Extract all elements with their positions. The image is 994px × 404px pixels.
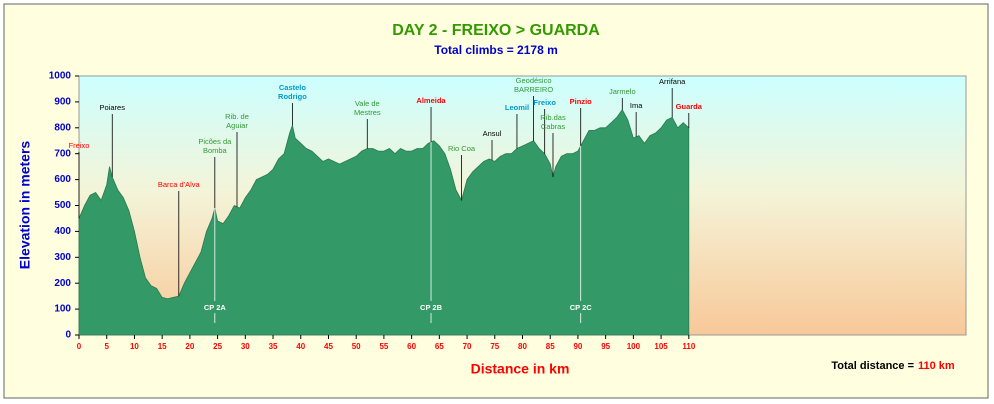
annotation-label: Picões da — [198, 137, 232, 146]
y-tick-label: 700 — [54, 148, 71, 159]
elevation-area — [78, 108, 690, 336]
x-tick-label: 60 — [407, 342, 416, 351]
x-tick-label: 80 — [518, 342, 527, 351]
annotation-label: Jarmelo — [609, 87, 636, 96]
annotation-label: Castelo — [279, 83, 307, 92]
annotation-label: Rodrigo — [278, 92, 307, 101]
x-tick-label: 70 — [463, 342, 472, 351]
annotation-label: Mestres — [354, 108, 381, 117]
annotation-label: Pinzio — [570, 97, 593, 106]
x-tick-label: 5 — [104, 342, 109, 351]
annotation-label: Rib.das — [540, 113, 566, 122]
annotation-label: Poiares — [100, 103, 126, 112]
checkpoint-label: CP 2B — [420, 303, 443, 312]
x-tick-label: 110 — [682, 342, 695, 351]
annotation-label: Barca d'Alva — [158, 180, 201, 189]
annotation-label: Cabras — [541, 122, 565, 131]
annotation-label: BARREIRO — [514, 85, 553, 94]
annotation-label: Guarda — [676, 102, 703, 111]
annotation-label: Leomil — [505, 103, 529, 112]
checkpoint-label: CP 2C — [570, 303, 593, 312]
x-axis-label: Distance in km — [471, 361, 570, 377]
y-tick-label: 800 — [54, 122, 71, 133]
annotation-label: Ansul — [483, 129, 502, 138]
annotation-label: Freixo — [69, 141, 90, 150]
y-tick-label: 300 — [54, 252, 71, 263]
x-tick-label: 20 — [185, 342, 194, 351]
annotation-label: Bomba — [203, 146, 228, 155]
annotation-label: Rio Coa — [448, 144, 476, 153]
annotation-label: Aguiar — [226, 121, 248, 130]
y-tick-label: 1000 — [49, 71, 72, 82]
x-tick-label: 85 — [546, 342, 555, 351]
annotation-label: Rib. de — [225, 112, 249, 121]
x-tick-label: 0 — [77, 342, 82, 351]
x-tick-label: 95 — [601, 342, 610, 351]
y-tick-label: 900 — [54, 97, 71, 108]
y-tick-label: 100 — [54, 304, 71, 315]
y-tick-label: 200 — [54, 278, 71, 289]
x-tick-label: 55 — [379, 342, 388, 351]
subtitle: Total climbs = 2178 m — [434, 43, 558, 57]
x-tick-label: 40 — [296, 342, 305, 351]
y-tick-label: 400 — [54, 226, 71, 237]
x-tick-label: 50 — [352, 342, 361, 351]
x-tick-label: 105 — [654, 342, 668, 351]
y-axis-label: Elevation in meters — [17, 141, 33, 270]
x-tick-label: 90 — [573, 342, 582, 351]
total-distance-value: 110 km — [918, 360, 955, 372]
x-tick-label: 25 — [213, 342, 222, 351]
annotation-label: Almeida — [416, 96, 446, 105]
y-tick-label: 0 — [65, 330, 71, 341]
chart-title: DAY 2 - FREIXO > GUARDA — [392, 22, 600, 39]
annotation-label: Arrifana — [659, 77, 686, 86]
x-tick-label: 15 — [158, 342, 167, 351]
x-tick-label: 35 — [269, 342, 278, 351]
x-tick-label: 100 — [627, 342, 641, 351]
x-tick-label: 65 — [435, 342, 444, 351]
annotation-label: Geodésico — [516, 76, 552, 85]
annotation-label: Freixo — [533, 98, 556, 107]
total-distance-label: Total distance = — [831, 360, 914, 372]
x-tick-label: 75 — [490, 342, 499, 351]
checkpoint-label: CP 2A — [204, 303, 227, 312]
y-tick-label: 600 — [54, 174, 71, 185]
y-tick-label: 500 — [54, 200, 71, 211]
annotation-label: Vale de — [355, 99, 380, 108]
x-tick-label: 10 — [130, 342, 139, 351]
x-tick-label: 30 — [241, 342, 250, 351]
annotation-label: Ima — [630, 101, 643, 110]
x-tick-label: 45 — [324, 342, 333, 351]
